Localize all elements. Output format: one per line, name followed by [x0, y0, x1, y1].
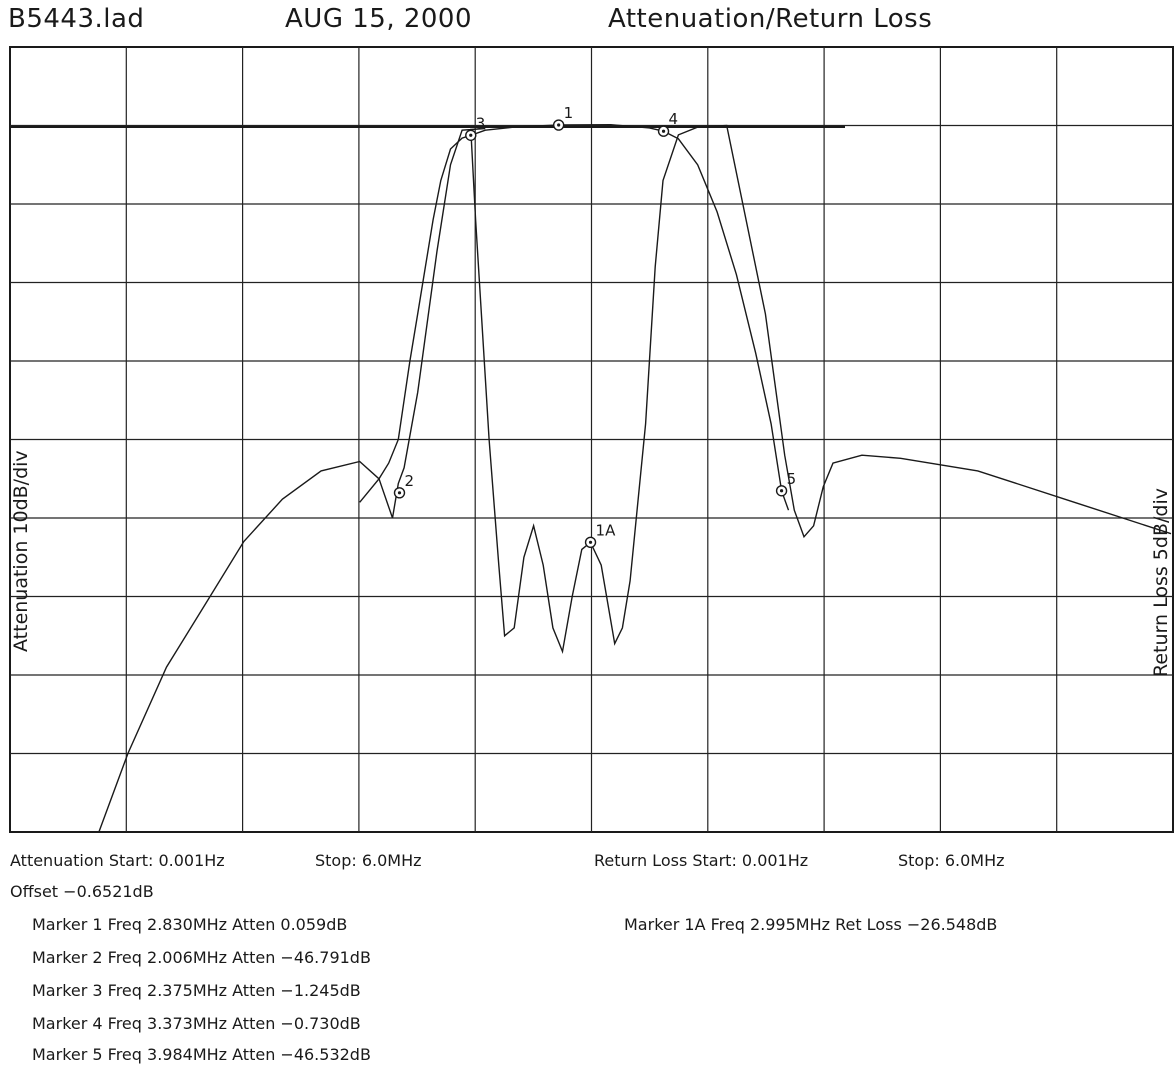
marker-1a-dot [588, 540, 593, 544]
marker-3-label: 3 [476, 114, 486, 132]
rl-start: Return Loss Start: 0.001Hz [594, 851, 809, 870]
marker-2-dot [397, 491, 402, 495]
attenuation-trace [359, 123, 790, 511]
marker-4-label: 4 [669, 110, 679, 128]
marker-readout-1: Marker 1 Freq 2.830MHz Atten 0.059dB [32, 915, 348, 934]
right-axis-label: Return Loss 5dB/div [1150, 488, 1172, 677]
marker-5-dot [779, 489, 784, 493]
atten-start: Attenuation Start: 0.001Hz [10, 851, 225, 870]
plot-date: AUG 15, 2000 [285, 4, 473, 34]
offset: Offset −0.6521dB [10, 882, 154, 901]
marker-1-dot [557, 123, 561, 127]
marker-1a-label: 1A [596, 521, 617, 539]
grid [10, 47, 1173, 832]
rl-stop: Stop: 6.0MHz [898, 851, 1005, 870]
marker-5-label: 5 [787, 470, 797, 488]
marker-readout-2: Marker 2 Freq 2.006MHz Atten −46.791dB [32, 948, 371, 967]
file-name: B5443.lad [8, 4, 145, 34]
marker-readout-1a: Marker 1A Freq 2.995MHz Ret Loss −26.548… [624, 915, 998, 934]
attenuation-return-loss-plot: 1 2 3 4 5 1A Attenuation 10dB/div Return Loss… [9, 46, 1174, 833]
marker-2-label: 2 [404, 472, 414, 490]
atten-stop: Stop: 6.0MHz [315, 851, 422, 870]
markers: 1 2 3 4 5 1A [393, 104, 797, 549]
return-loss-trace [98, 124, 1172, 833]
marker-4-dot [661, 129, 666, 133]
left-axis-label: Attenuation 10dB/div [10, 450, 32, 652]
plot-title: Attenuation/Return Loss [608, 4, 933, 34]
marker-readout-4: Marker 4 Freq 3.373MHz Atten −0.730dB [32, 1014, 361, 1033]
marker-readout-3: Marker 3 Freq 2.375MHz Atten −1.245dB [32, 981, 361, 1000]
marker-1-label: 1 [564, 104, 574, 122]
marker-3-dot [469, 133, 473, 137]
marker-readout-5: Marker 5 Freq 3.984MHz Atten −46.532dB [32, 1045, 371, 1064]
